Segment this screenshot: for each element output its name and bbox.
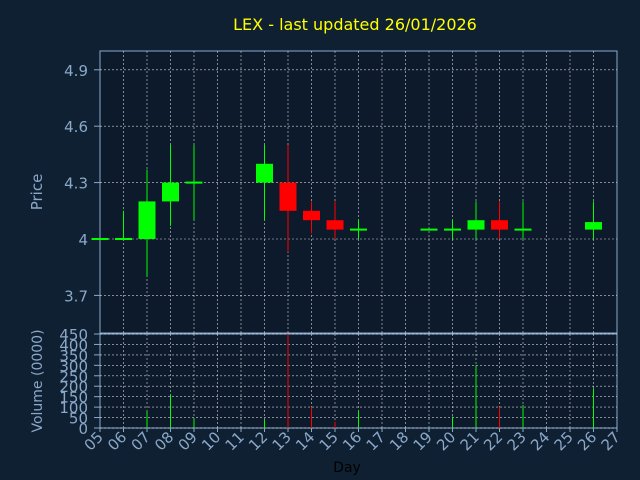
price-tick-label: 3.7 xyxy=(64,287,88,305)
day-tick-label: 16 xyxy=(339,428,365,454)
candle-body-09 xyxy=(185,181,203,184)
candle-body-21 xyxy=(467,220,485,230)
candle-body-16 xyxy=(350,228,367,231)
price-tick-label: 4.6 xyxy=(64,118,88,136)
day-tick-label: 23 xyxy=(504,428,530,454)
day-tick-label: 08 xyxy=(151,428,177,454)
candle-body-19 xyxy=(420,228,438,231)
day-tick-label: 22 xyxy=(480,428,506,454)
candle-body-06 xyxy=(115,238,132,240)
volume-axis-label: Volume (0000) xyxy=(30,329,46,432)
price-tick-label: 4 xyxy=(78,231,88,249)
day-tick-label: 21 xyxy=(457,428,483,454)
day-tick-label: 26 xyxy=(574,428,600,454)
volume-tick-label: 250 xyxy=(59,368,88,386)
day-tick-label: 10 xyxy=(198,428,224,454)
candle-body-07 xyxy=(138,201,156,239)
candle-body-05 xyxy=(91,238,109,240)
day-tick-label: 25 xyxy=(551,428,577,454)
volume-tick-label: 150 xyxy=(59,389,88,407)
price-tick-label: 4.9 xyxy=(64,62,88,80)
volume-tick-label: 0 xyxy=(78,420,88,438)
candle-body-20 xyxy=(444,228,461,231)
volume-tick-label: 200 xyxy=(59,378,88,396)
price-tick-label: 4.3 xyxy=(64,175,88,193)
day-tick-label: 27 xyxy=(598,428,624,454)
day-tick-label: 11 xyxy=(222,428,248,454)
price-axis-label: Price xyxy=(28,174,46,211)
candle-body-23 xyxy=(514,228,532,231)
volume-tick-label: 400 xyxy=(59,336,88,354)
volume-tick-label: 50 xyxy=(69,410,88,428)
volume-tick-label: 100 xyxy=(59,399,88,417)
day-tick-label: 18 xyxy=(386,428,412,454)
candle-body-13 xyxy=(279,182,297,211)
candle-body-14 xyxy=(303,210,320,221)
day-tick-label: 12 xyxy=(245,428,271,454)
day-tick-label: 19 xyxy=(410,428,436,454)
x-axis: 0506070809101112131415161718192021222324… xyxy=(81,428,624,454)
day-tick-label: 17 xyxy=(363,428,389,454)
candle-body-12 xyxy=(256,163,273,183)
day-tick-label: 13 xyxy=(269,428,295,454)
day-axis-label: Day xyxy=(333,460,361,476)
day-tick-label: 07 xyxy=(128,428,154,454)
candle-body-15 xyxy=(326,220,344,230)
volume-tick-label: 450 xyxy=(59,326,88,344)
day-tick-label: 14 xyxy=(292,428,318,454)
day-tick-label: 20 xyxy=(433,428,459,454)
day-tick-label: 15 xyxy=(316,428,342,454)
volume-tick-label: 350 xyxy=(59,347,88,365)
day-tick-label: 06 xyxy=(104,428,130,454)
candle-body-26 xyxy=(585,222,602,230)
candle-body-22 xyxy=(491,220,508,230)
chart-title: LEX - last updated 26/01/2026 xyxy=(233,15,477,34)
day-tick-label: 09 xyxy=(175,428,201,454)
volume-tick-label: 300 xyxy=(59,357,88,375)
candle-body-08 xyxy=(162,182,179,202)
price-panel: 3.7 4 4.3 4.6 4.9 xyxy=(64,50,618,334)
day-tick-label: 24 xyxy=(527,428,553,454)
